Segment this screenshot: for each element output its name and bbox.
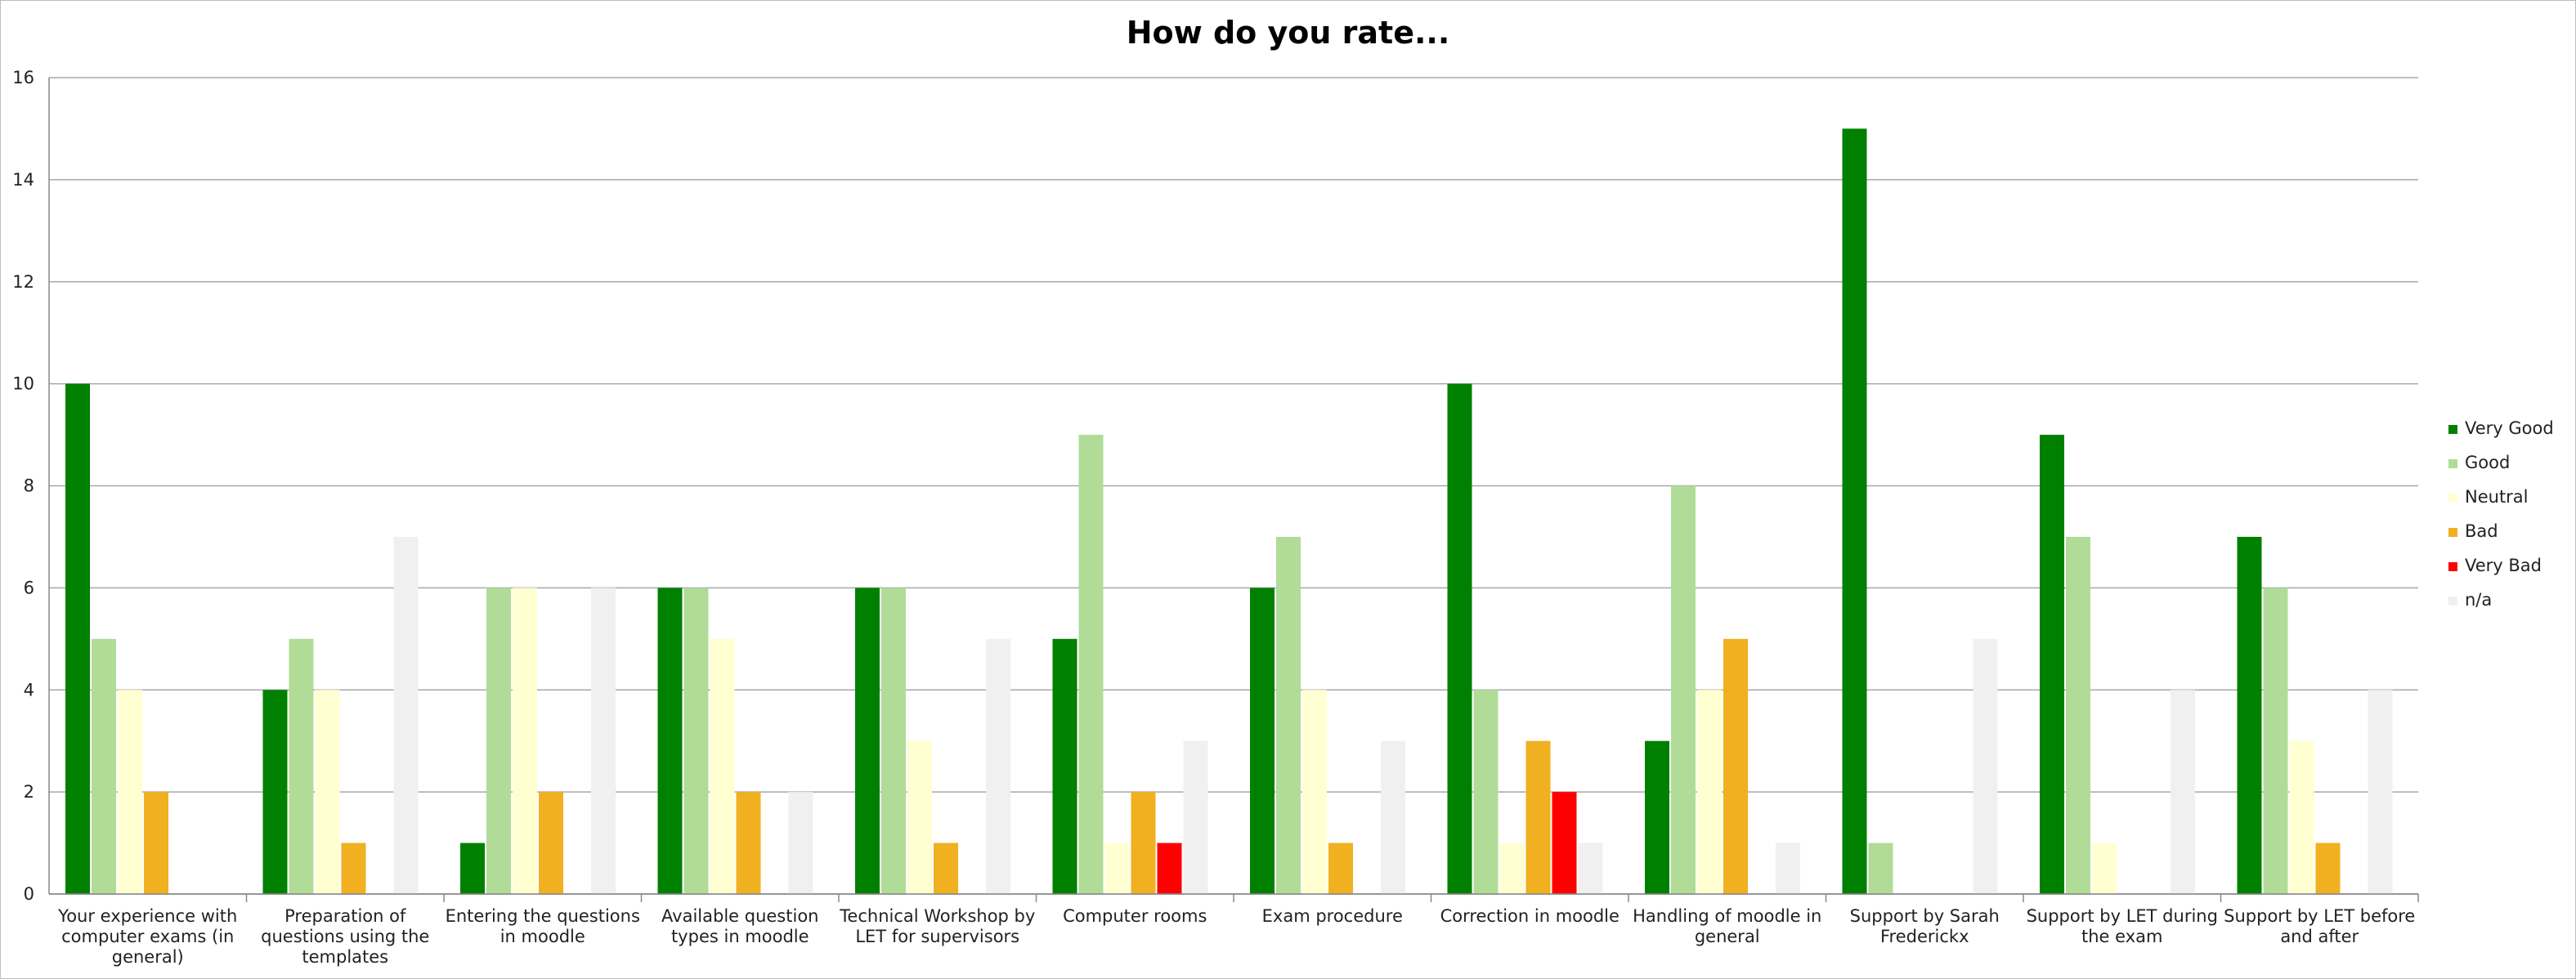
legend-label: Bad [2465,521,2498,541]
bar-neutral [1697,690,1722,894]
bar-very-good [1645,740,1669,894]
x-category-label: Computer rooms [1063,906,1207,926]
bar-n-a [1578,843,1603,894]
x-category-label: Technical Workshop by LET for supervisors [839,906,1035,946]
y-tick-label: 6 [24,578,34,597]
legend-swatch [2448,597,2457,606]
bar-bad [2315,843,2341,894]
y-tick-label: 4 [24,680,34,700]
bar-n-a [2368,690,2393,894]
legend-swatch [2448,494,2457,503]
bar-good [289,638,314,894]
bar-very-good [1842,128,1867,894]
x-category-label: Your experience with computer exams (in ge… [57,906,237,967]
x-category-label: Handling of moodle in general [1633,906,1821,946]
bar-neutral [1499,843,1525,894]
legend-swatch [2448,562,2457,571]
bar-very-good [460,843,485,894]
bar-n-a [1973,638,1998,894]
legend-label: n/a [2465,590,2492,610]
bar-good [2263,588,2288,894]
bar-very-good [1447,383,1472,894]
x-category-label: Support by Sarah Frederickx [1850,906,2000,946]
bar-good [1473,690,1499,894]
bar-good [92,638,116,894]
bar-neutral [907,740,932,894]
y-tick-label: 10 [12,374,34,394]
bar-neutral [118,690,142,894]
bar-n-a [986,638,1010,894]
bar-good [1868,843,1893,894]
bar-good [881,588,906,894]
bar-neutral [513,588,537,894]
bar-good [486,588,511,894]
bar-bad [1328,843,1353,894]
bar-good [1671,485,1696,894]
chart-title: How do you rate... [1126,15,1450,51]
bar-neutral [2092,843,2117,894]
legend-swatch [2448,459,2457,468]
x-category-label: Support by LET during the exam [2027,906,2218,946]
bar-very-good [2040,435,2064,894]
y-tick-label: 16 [12,68,34,87]
y-tick-label: 2 [24,782,34,802]
bar-n-a [1381,740,1405,894]
bar-neutral [1104,843,1130,894]
y-tick-label: 0 [24,884,34,904]
bar-very-bad [1552,792,1577,894]
bar-bad [144,792,168,894]
legend-swatch [2448,528,2457,537]
x-category-label: Entering the questions in moodle [446,906,640,946]
legend-label: Good [2465,453,2510,472]
bar-n-a [788,792,813,894]
bar-neutral [1302,690,1327,894]
bar-good [683,588,709,894]
x-category-label: Support by LET before and after [2224,906,2415,946]
bar-neutral [2289,740,2314,894]
bar-neutral [710,638,735,894]
bar-bad [934,843,958,894]
bar-bad [539,792,563,894]
legend-label: Very Bad [2465,556,2542,575]
bar-n-a [393,536,419,894]
y-tick-label: 8 [24,476,34,496]
x-category-label: Exam procedure [1262,906,1403,926]
x-category-label: Correction in moodle [1440,906,1620,926]
bar-neutral [315,690,340,894]
bar-very-bad [1157,843,1182,894]
bar-n-a [591,588,616,894]
legend-swatch [2448,425,2457,434]
bar-bad [1723,638,1748,894]
bar-very-good [1250,588,1275,894]
bar-bad [736,792,761,894]
y-tick-label: 12 [12,272,34,292]
bar-very-good [262,690,288,894]
bar-very-good [2237,536,2262,894]
bar-very-good [1052,638,1077,894]
legend-label: Neutral [2465,487,2529,507]
y-tick-label: 14 [12,170,34,190]
legend-label: Very Good [2465,418,2554,438]
bar-bad [1131,792,1156,894]
bar-bad [1525,740,1551,894]
bar-very-good [657,588,683,894]
bar-bad [341,843,366,894]
bar-n-a [1183,740,1208,894]
bar-n-a [2171,690,2195,894]
x-category-label: Available question types in moodle [661,906,818,946]
bar-n-a [1776,843,1800,894]
bar-good [2066,536,2090,894]
bar-good [1276,536,1301,894]
bar-very-good [855,588,880,894]
x-category-label: Preparation of questions using the templat… [261,906,429,967]
bar-good [1078,435,1104,894]
bar-very-good [65,383,90,894]
